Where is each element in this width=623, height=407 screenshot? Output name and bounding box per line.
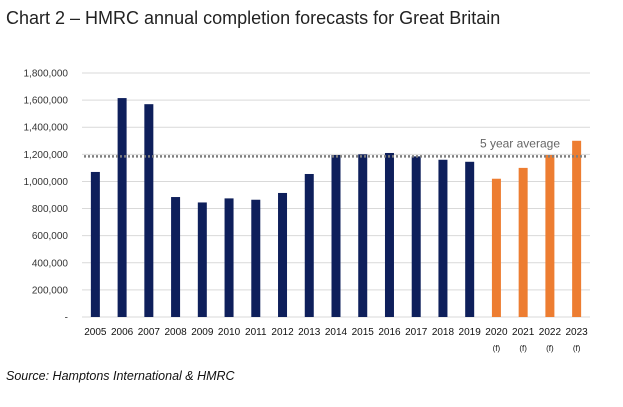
bar-2022 [545, 155, 555, 317]
bar-2020 [491, 178, 501, 317]
x-tick-label: 2016 [378, 327, 401, 338]
y-tick-label: 800,000 [32, 204, 69, 215]
y-tick-label: 1,800,000 [24, 69, 69, 80]
x-tick-label: 2023 [566, 327, 589, 338]
source-note: Source: Hamptons International & HMRC [6, 369, 235, 383]
bars [90, 98, 582, 317]
x-tick-label: 2011 [245, 327, 267, 338]
x-tick-label: 2013 [298, 327, 321, 338]
y-tick-label: 1,200,000 [24, 150, 69, 161]
bar-2021 [518, 167, 528, 317]
x-tick-label: 2008 [164, 327, 187, 338]
bar-2012 [278, 192, 288, 317]
average-line-group: 5 year average [84, 136, 588, 158]
x-tick-label: 2007 [138, 327, 161, 338]
x-tick-label: 2020 [485, 327, 508, 338]
x-tick-label: 2006 [111, 327, 134, 338]
x-tick-label: 2018 [432, 327, 455, 338]
bar-2019 [465, 161, 475, 317]
bar-2023 [572, 140, 582, 317]
x-tick-label: 2014 [325, 327, 348, 338]
bar-2013 [304, 173, 314, 317]
y-axis-ticks: - 200,000 400,000 600,000 800,000 1,000,000 1,… [24, 69, 69, 324]
x-tick-label: 2009 [191, 327, 214, 338]
x-tick-forecast-note: (f) [546, 344, 554, 353]
bar-2005 [90, 171, 100, 317]
y-tick-label: - [65, 313, 68, 324]
y-tick-label: 400,000 [32, 258, 69, 269]
bar-2015 [358, 154, 368, 317]
bar-2006 [117, 98, 127, 317]
y-tick-label: 1,000,000 [24, 177, 69, 188]
x-tick-label: 2021 [512, 327, 535, 338]
y-tick-label: 200,000 [32, 285, 69, 296]
chart-title: Chart 2 – HMRC annual completion forecas… [6, 8, 501, 28]
bar-2018 [438, 159, 448, 317]
y-tick-label: 600,000 [32, 231, 69, 242]
bar-2010 [224, 198, 234, 317]
x-tick-label: 2015 [352, 327, 375, 338]
bar-2008 [171, 197, 181, 317]
x-axis-ticks: 2005 2006 2007 2008 2009 2010 2011 2012 2013 2014… [84, 327, 588, 353]
bar-2009 [197, 202, 207, 317]
x-tick-forecast-note: (f) [519, 344, 527, 353]
x-tick-label: 2012 [271, 327, 294, 338]
y-tick-label: 1,600,000 [24, 96, 69, 107]
x-tick-label: 2022 [539, 327, 562, 338]
x-tick-label: 2005 [84, 327, 107, 338]
bar-2011 [251, 199, 261, 317]
bar-2014 [331, 155, 341, 317]
x-tick-forecast-note: (f) [573, 344, 581, 353]
bar-2007 [144, 104, 154, 317]
y-tick-label: 1,400,000 [24, 123, 69, 134]
x-tick-label: 2019 [459, 327, 482, 338]
x-tick-label: 2010 [218, 327, 241, 338]
x-tick-label: 2017 [405, 327, 428, 338]
bar-2017 [411, 156, 421, 317]
bar-2016 [384, 152, 394, 317]
five-year-average-label: 5 year average [480, 136, 560, 150]
x-tick-forecast-note: (f) [493, 344, 501, 353]
